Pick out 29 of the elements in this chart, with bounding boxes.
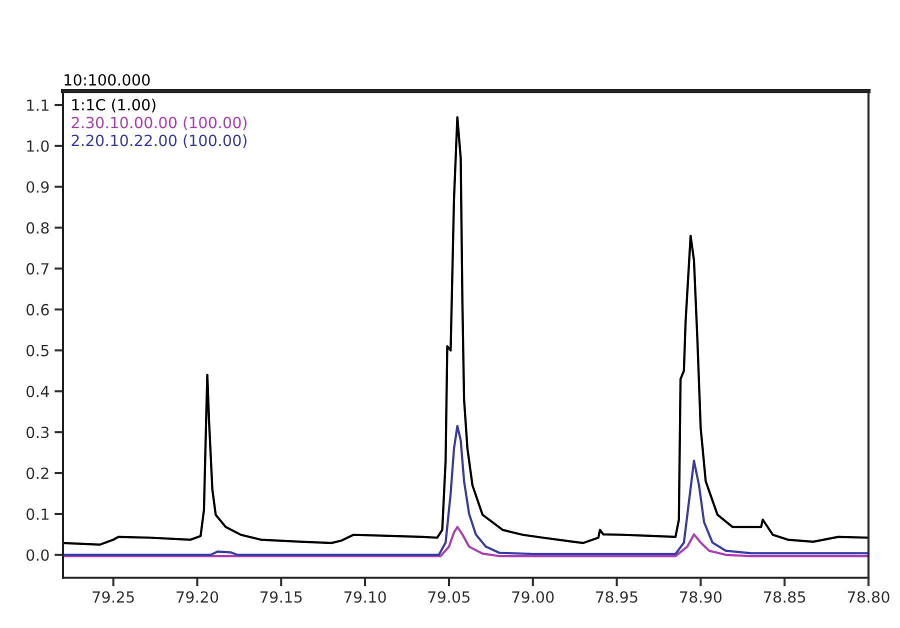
y-tick-label: 0.4 — [26, 386, 49, 398]
y-tick-label: 0.8 — [26, 222, 49, 234]
x-tick-label: 78.80 — [848, 591, 890, 603]
line-series — [63, 526, 868, 558]
x-tick-label: 79.20 — [176, 591, 218, 603]
text: 1:1C (1.00) — [72, 98, 156, 112]
y-tick-label: 0.2 — [26, 468, 48, 480]
y-tick-label: 0.3 — [26, 426, 49, 438]
line-series — [63, 424, 868, 556]
y-tick-label: 0.1 — [26, 508, 48, 520]
x-tick-label: 79.15 — [260, 591, 302, 603]
x-tick-label: 78.85 — [764, 591, 806, 603]
x-tick-label: 79.05 — [428, 591, 470, 603]
text: 2.20.10.22.00 (100.00) — [72, 134, 246, 148]
y-tick-label: 1.1 — [27, 100, 48, 111]
line-series — [63, 116, 868, 546]
y-tick-label: 1.0 — [27, 140, 49, 152]
x-tick-label: 78.95 — [596, 591, 638, 603]
y-tick-label: 0.5 — [26, 344, 48, 356]
y-tick-label: 0.9 — [26, 181, 49, 193]
x-tick-label: 79.00 — [512, 591, 554, 603]
y-tick-label: 0.6 — [26, 304, 49, 316]
y-tick-label: 0.7 — [26, 263, 48, 275]
x-tick-label: 78.90 — [680, 591, 722, 603]
x-tick-label: 79.25 — [92, 591, 134, 603]
y-tick-label: 0.0 — [26, 549, 49, 561]
x-tick-label: 79.10 — [344, 591, 386, 603]
text: 10:100.000 — [64, 74, 150, 86]
text: 2.30.10.00.00 (100.00) — [72, 116, 246, 130]
